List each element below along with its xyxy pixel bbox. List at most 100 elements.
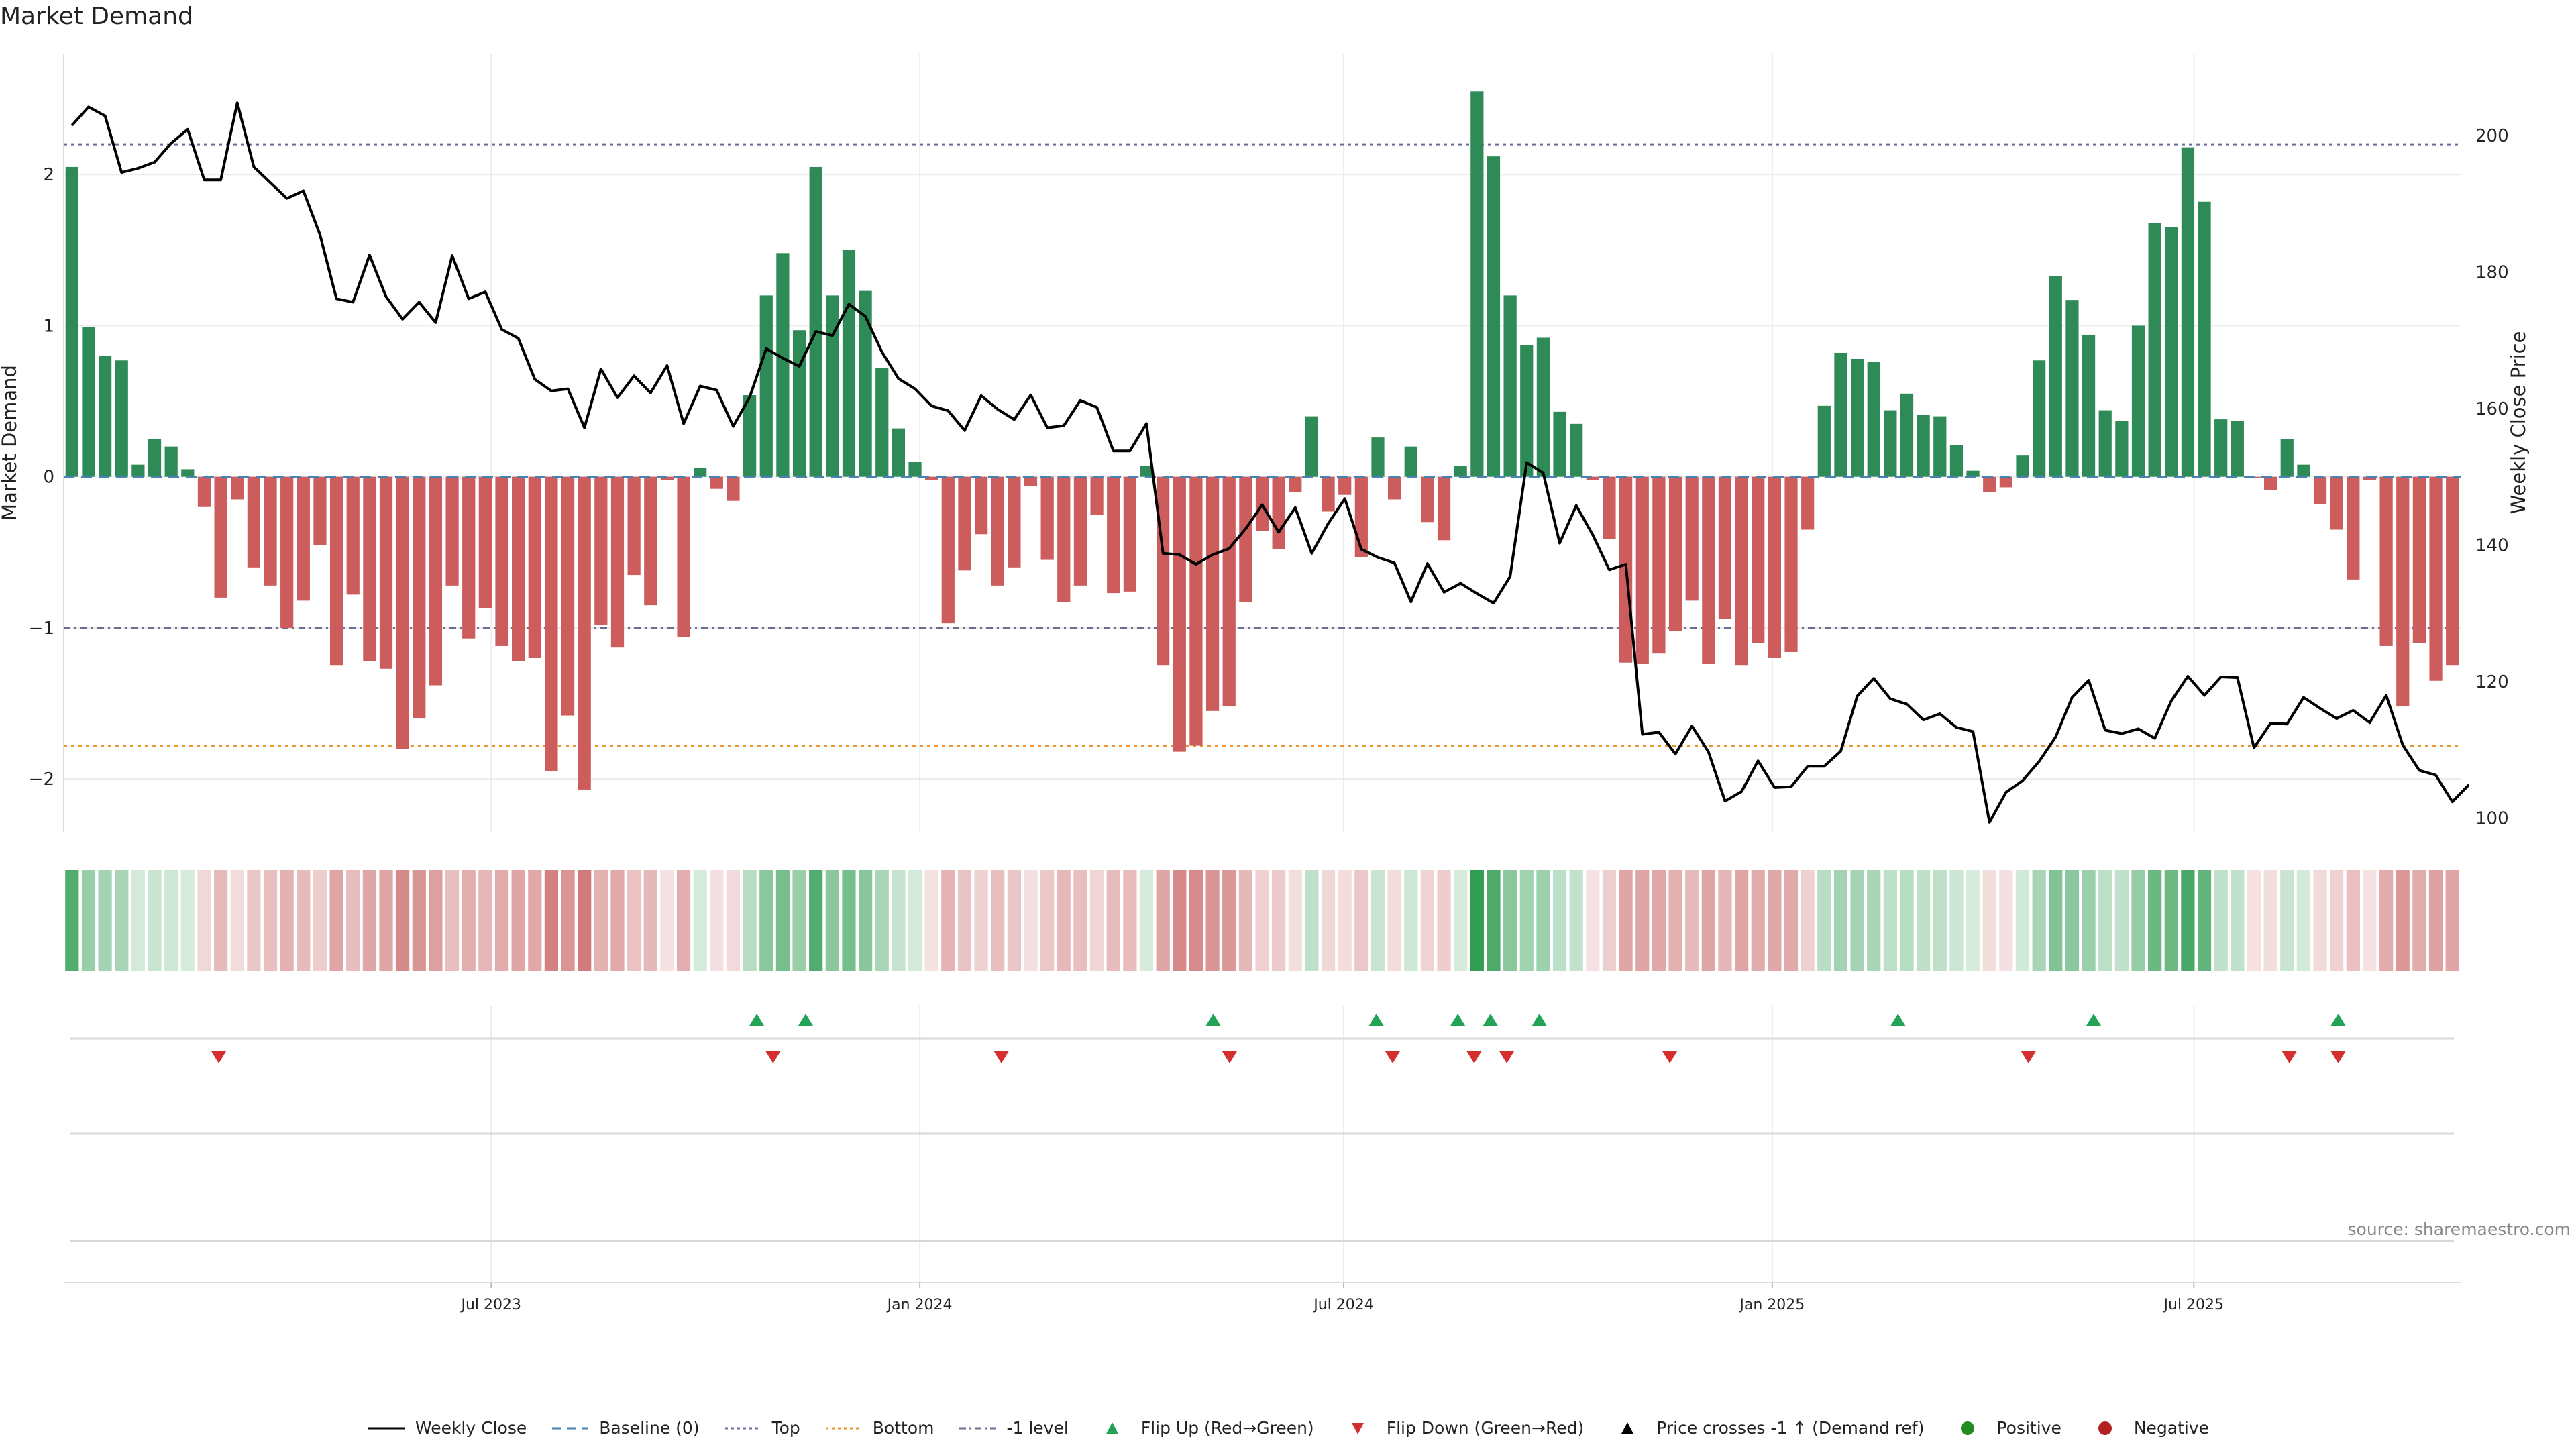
demand-bar	[329, 476, 343, 666]
heat-cell	[1552, 870, 1567, 971]
heat-cell	[1850, 870, 1864, 971]
heat-cell	[2049, 870, 2063, 971]
demand-bar	[1008, 476, 1021, 568]
demand-bar	[247, 476, 260, 568]
demand-bar	[1503, 295, 1517, 477]
demand-bar	[1090, 476, 1104, 515]
demand-bar	[1570, 423, 1583, 477]
demand-bar	[2049, 276, 2062, 477]
heat-cell	[974, 870, 988, 971]
demand-bar	[908, 462, 922, 477]
demand-bar	[2429, 476, 2443, 681]
demand-bar	[1123, 476, 1136, 592]
heat-cell	[1255, 870, 1269, 971]
legend-item-negative: Negative	[2086, 1418, 2209, 1438]
heat-cell	[1321, 870, 1336, 971]
legend-item-top: Top	[724, 1418, 800, 1438]
heat-cell	[1156, 870, 1170, 971]
demand-bar	[2264, 476, 2277, 490]
heat-cell	[1833, 870, 1848, 971]
demand-bar	[1884, 410, 1897, 477]
legend-dashdot-icon	[959, 1427, 996, 1429]
heat-cell	[1338, 870, 1352, 971]
heat-cell	[396, 870, 410, 971]
heat-cell	[1222, 870, 1236, 971]
demand-bar	[1553, 411, 1566, 477]
demand-bar	[1999, 476, 2012, 488]
legend-label: Top	[771, 1418, 800, 1438]
heat-cell	[1652, 870, 1666, 971]
flip-up-marker	[1450, 1014, 1466, 1026]
heat-cell	[2032, 870, 2046, 971]
legend-dotted-icon	[724, 1427, 761, 1429]
heat-cell	[2379, 870, 2394, 971]
demand-bar	[1487, 156, 1501, 477]
demand-bar	[413, 476, 426, 719]
heat-cell	[2263, 870, 2277, 971]
demand-bar	[892, 428, 905, 477]
legend-label: -1 level	[1006, 1418, 1069, 1438]
demand-bar	[1702, 476, 1715, 664]
heat-cell	[329, 870, 343, 971]
heat-cell	[1900, 870, 1914, 971]
demand-bar	[1470, 91, 1484, 477]
flip-down-marker	[2330, 1051, 2346, 1063]
demand-bar	[2065, 300, 2079, 477]
heat-cell	[247, 870, 261, 971]
heat-cell	[660, 870, 674, 971]
left-tick-label: −2	[29, 769, 54, 790]
legend-item-flip-down: Flip Down (Green→Red)	[1338, 1418, 1584, 1438]
demand-bar	[280, 476, 294, 628]
demand-bar	[2131, 325, 2145, 477]
heat-cell	[1768, 870, 1782, 971]
heat-cell	[809, 870, 823, 971]
flip-up-marker	[1368, 1014, 1384, 1026]
legend-item-baseline: Baseline (0)	[551, 1418, 700, 1438]
demand-bar	[164, 446, 178, 477]
demand-bar	[1140, 466, 1153, 477]
flip-down-marker	[2021, 1051, 2036, 1063]
heat-cell	[1057, 870, 1071, 971]
demand-bar	[842, 250, 856, 477]
demand-bar	[991, 476, 1004, 586]
demand-bar	[2297, 464, 2310, 477]
heat-cell	[908, 870, 922, 971]
heat-cell	[859, 870, 873, 971]
demand-bar	[2115, 421, 2129, 477]
demand-bar	[148, 439, 162, 477]
demand-bar	[958, 476, 971, 571]
demand-bar	[594, 476, 608, 625]
demand-bar	[727, 476, 740, 501]
demand-bar	[792, 330, 806, 477]
demand-bar	[2347, 476, 2360, 580]
demand-bar	[115, 360, 128, 477]
flip-up-marker	[749, 1014, 765, 1026]
demand-bar	[379, 476, 393, 669]
x-tick-label: Jan 2025	[1738, 1297, 1805, 1313]
demand-bar	[313, 476, 327, 545]
demand-bar	[2082, 334, 2096, 477]
heat-cell	[610, 870, 625, 971]
demand-bar	[2363, 476, 2377, 480]
heat-cell	[924, 870, 938, 971]
demand-bar	[1768, 476, 1781, 658]
demand-bar	[1322, 476, 1335, 512]
demand-bar	[131, 464, 145, 477]
demand-bar	[1949, 445, 1964, 477]
legend-label: Positive	[1996, 1418, 2061, 1438]
legend-line-icon	[368, 1427, 405, 1429]
demand-bar	[1205, 476, 1220, 711]
heat-cell	[627, 870, 641, 971]
demand-bar	[710, 476, 723, 489]
axes: −2 −1 0 1 2 100 120 140 160 180 200 Jul 2023 Jan 202…	[0, 54, 2530, 1313]
demand-bar	[264, 476, 277, 586]
heat-cell	[1404, 870, 1418, 971]
demand-bar	[297, 476, 310, 601]
heat-cell	[462, 870, 476, 971]
right-tick-label: 160	[2475, 399, 2509, 419]
demand-bar	[1404, 446, 1417, 477]
left-tick-label: 2	[43, 165, 54, 185]
demand-bar	[528, 476, 541, 658]
heat-cell	[2065, 870, 2080, 971]
flip-up-marker	[1483, 1014, 1498, 1026]
